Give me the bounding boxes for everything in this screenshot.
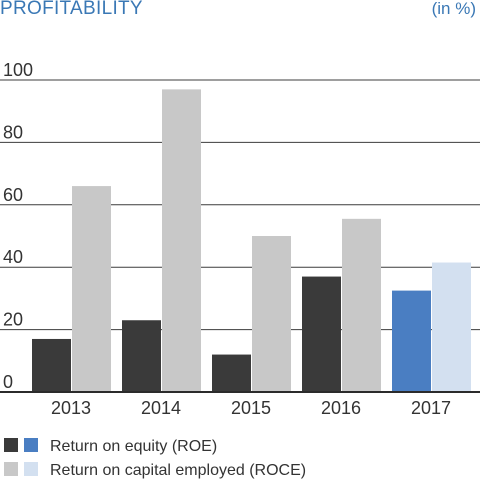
bar-roe-2016 <box>302 276 341 392</box>
y-tick-label: 100 <box>3 60 33 80</box>
legend-swatch-roce-highlight <box>24 462 38 476</box>
bar-roce-2013 <box>72 186 111 392</box>
chart-title: PROFITABILITY <box>0 0 143 19</box>
y-tick-label: 0 <box>3 372 13 392</box>
bars <box>32 89 471 393</box>
unit-label: (in %) <box>432 0 476 18</box>
legend-label-roe: Return on equity (ROE) <box>50 438 217 455</box>
x-axis-ticks: 2013 2014 2015 2016 2017 <box>51 398 451 418</box>
y-axis-ticks: 0 20 40 60 80 100 <box>3 60 33 392</box>
x-tick-label: 2013 <box>51 398 91 418</box>
x-tick-label: 2014 <box>141 398 181 418</box>
legend-swatch-roe-highlight <box>24 438 38 452</box>
y-tick-label: 20 <box>3 310 23 330</box>
bar-roce-2017 <box>432 262 471 392</box>
x-tick-label: 2016 <box>321 398 361 418</box>
bar-roe-2013 <box>32 338 71 392</box>
legend: Return on equity (ROE) Return on capital … <box>4 438 306 479</box>
bar-roe-2014 <box>122 320 161 392</box>
legend-swatch-roce <box>4 462 18 476</box>
x-tick-label: 2015 <box>231 398 271 418</box>
bar-roce-2015 <box>252 236 291 392</box>
bar-roce-2016 <box>342 218 381 392</box>
y-tick-label: 80 <box>3 122 23 142</box>
legend-swatch-roe <box>4 438 18 452</box>
bar-roe-2017 <box>392 290 431 392</box>
bar-roce-2014 <box>162 89 201 393</box>
legend-label-roce: Return on capital employed (ROCE) <box>50 462 306 479</box>
bar-roe-2015 <box>212 354 251 392</box>
y-tick-label: 60 <box>3 185 23 205</box>
y-tick-label: 40 <box>3 247 23 267</box>
x-tick-label: 2017 <box>411 398 451 418</box>
